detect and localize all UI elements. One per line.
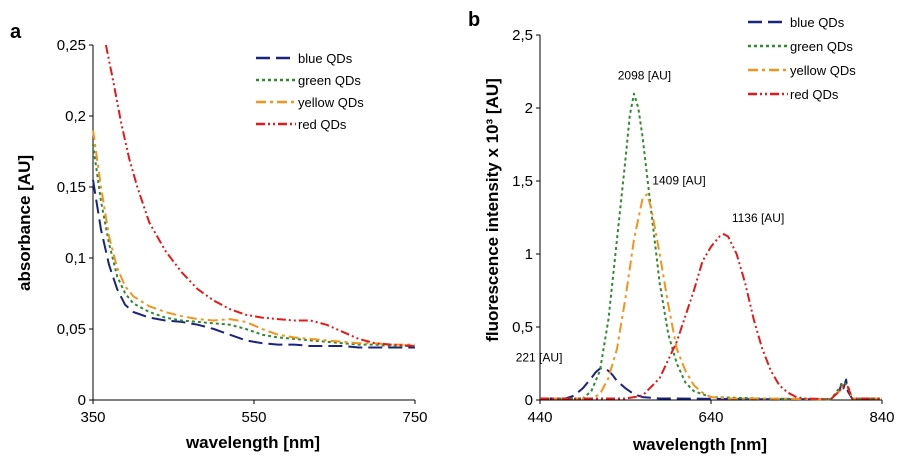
panel-b-series-green-qds [540,92,882,401]
panel-b-y-tick-label: 0 [525,392,533,409]
panel-b-legend-label-yellow-qds: yellow QDs [790,63,856,78]
panel-b-series-red-qds [540,233,882,401]
panel-b-series [540,92,882,401]
panel-b-x-tick-label: 640 [698,409,723,426]
panel-b-y-tick-label: 0,5 [512,319,533,336]
panel-a-legend-label-yellow-qds: yellow QDs [298,95,364,110]
panel-a-legend-label-red-qds: red QDs [298,117,347,132]
panel-b-y-tick-label: 2,5 [512,27,533,44]
panel-a-y-tick-label: 0,1 [65,250,86,267]
panel-b-legend: blue QDs green QDs yellow QDs red QDs [748,15,856,102]
panel-b-peak-annotation: 1409 [AU] [652,173,705,187]
panel-b: b 0 0,5 1 1,5 2 2,5 440 640 840 221 [AU] 2098 [AU… [468,9,895,454]
panel-b-y-tick-label: 1,5 [512,173,533,190]
panel-b-x-axis-label: wavelength [nm] [632,435,767,454]
panel-a-label: a [10,21,22,43]
panel-a: a 0 0,05 0,1 0,15 0,2 0,25 350 550 750 blue QDs g… [10,21,428,452]
panel-a-legend-label-green-qds: green QDs [298,73,361,88]
panel-a-x-tick-label: 750 [402,409,427,426]
panel-b-label: b [468,9,480,31]
panel-a-y-tick-label: 0,15 [57,179,86,196]
panel-a-series-blue-qds [92,179,415,349]
panel-a-x-tick-label: 350 [80,409,105,426]
panel-b-legend-label-red-qds: red QDs [790,87,839,102]
panel-a-y-axis-label: absorbance [AU] [15,155,34,291]
panel-a-y-tick-label: 0,05 [57,321,86,338]
panel-b-peak-annotation: 221 [AU] [516,351,563,365]
panel-b-annotations: 221 [AU] 2098 [AU] 1409 [AU] 1136 [AU] [516,69,785,365]
panel-a-y-tick-label: 0 [78,392,86,409]
panel-a-legend-label-blue-qds: blue QDs [298,51,353,66]
panel-b-legend-label-green-qds: green QDs [790,39,853,54]
panel-a-series-green-qds [92,144,415,347]
panel-a-series-red-qds [104,44,416,347]
panel-b-x-tick-label: 840 [869,409,894,426]
panel-b-x-tick-label: 440 [527,409,552,426]
panel-b-y-axis-label: fluorescence intensity x 10³ [AU] [483,78,502,342]
panel-b-y-tick-label: 2 [525,100,533,117]
panel-b-peak-annotation: 1136 [AU] [732,211,784,225]
panel-a-axes: 0 0,05 0,1 0,15 0,2 0,25 350 550 750 [57,37,428,426]
panel-b-peak-annotation: 2098 [AU] [618,69,671,83]
panel-a-series [92,44,416,349]
panel-b-axes: 0 0,5 1 1,5 2 2,5 440 640 840 [512,27,894,426]
panel-b-legend-label-blue-qds: blue QDs [790,15,845,30]
panel-a-legend: blue QDs green QDs yellow QDs red QDs [256,51,364,132]
panel-a-x-axis-label: wavelength [nm] [185,433,320,452]
panel-a-x-tick-label: 550 [241,409,266,426]
panel-b-series-yellow-qds [540,193,882,401]
panel-a-series-yellow-qds [92,130,415,346]
panel-a-y-tick-label: 0,2 [65,108,86,125]
panel-a-y-tick-label: 0,25 [57,37,86,54]
panel-b-series-blue-qds [540,366,882,401]
panel-b-y-tick-label: 1 [525,246,533,263]
